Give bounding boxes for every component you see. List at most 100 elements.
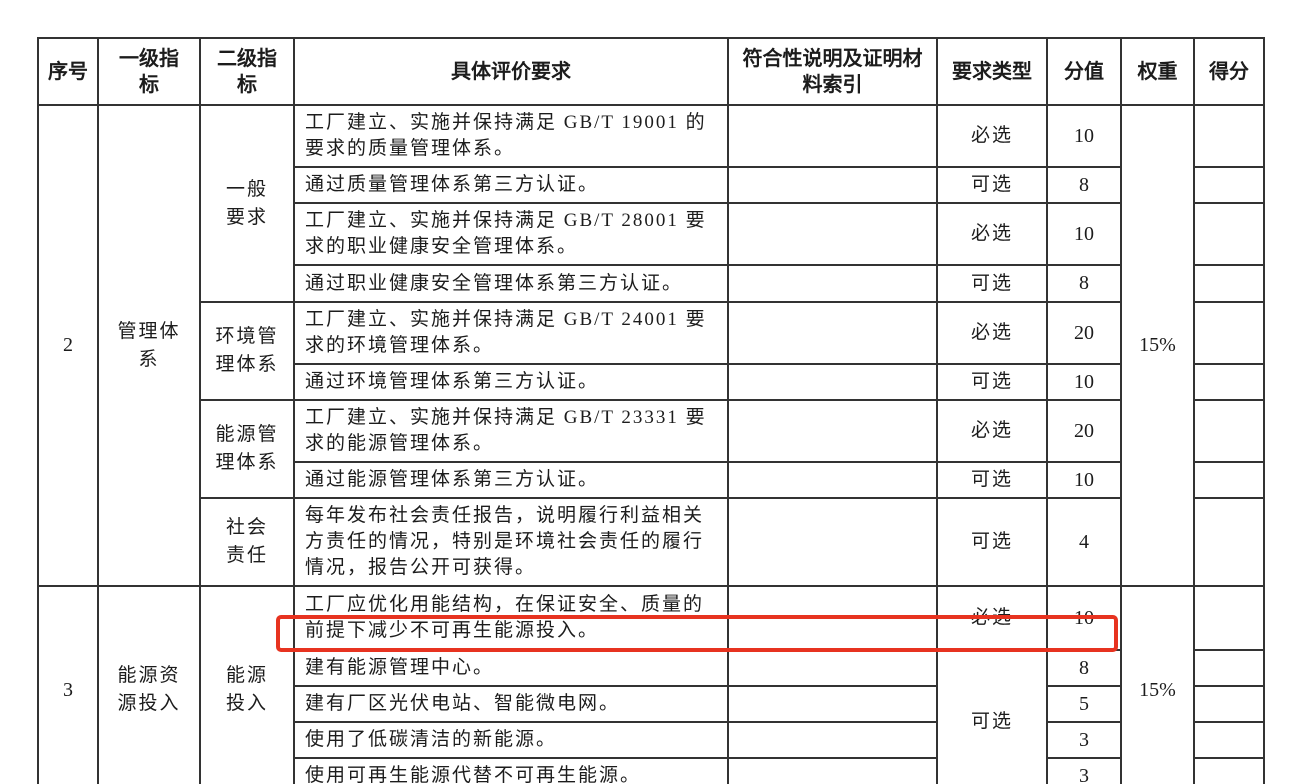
requirement-type-cell: 必选 — [936, 585, 1048, 651]
compliance-evidence-cell — [727, 585, 938, 651]
requirement-cell: 每年发布社会责任报告，说明履行利益相关方责任的情况，特别是环境社会责任的履行情况… — [293, 497, 729, 587]
column-header-type: 要求类型 — [936, 37, 1048, 106]
score-value-cell: 4 — [1046, 497, 1122, 587]
requirement-cell: 使用可再生能源代替不可再生能源。 — [293, 757, 729, 784]
compliance-evidence-cell — [727, 461, 938, 499]
score-obtained-cell — [1193, 461, 1265, 499]
level2-label: 能源投入 — [225, 665, 268, 714]
compliance-evidence-cell — [727, 721, 938, 759]
requirement-type-cell: 必选 — [936, 202, 1048, 266]
column-header-compliance: 符合性说明及证明材料索引 — [727, 37, 938, 106]
compliance-evidence-cell — [727, 363, 938, 401]
table-row: 使用了低碳清洁的新能源。 3 — [38, 721, 1265, 759]
score-value-cell: 20 — [1046, 301, 1122, 365]
level2-indicator-cell: 社会责任 — [199, 497, 295, 587]
level2-label: 能源管理体系 — [215, 424, 279, 473]
requirement-cell: 通过质量管理体系第三方认证。 — [293, 166, 729, 204]
score-value-cell: 20 — [1046, 399, 1122, 463]
score-obtained-cell — [1193, 363, 1265, 401]
score-value-cell: 10 — [1046, 585, 1122, 651]
score-value-cell: 3 — [1046, 721, 1122, 759]
score-value-cell: 8 — [1046, 649, 1122, 687]
table-row: 工厂建立、实施并保持满足 GB/T 28001 要求的职业健康安全管理体系。 必… — [38, 202, 1265, 266]
requirement-cell: 工厂应优化用能结构，在保证安全、质量的前提下减少不可再生能源投入。 — [293, 585, 729, 651]
score-obtained-cell — [1193, 685, 1265, 723]
header-label: 具体评价要求 — [451, 60, 571, 83]
header-label: 符合性说明及证明材料索引 — [742, 47, 923, 96]
table-row: 2 管理体系 一般要求 工厂建立、实施并保持满足 GB/T 19001 的要求的… — [37, 104, 1265, 587]
weight-cell: 15% — [1120, 585, 1195, 784]
score-value-cell: 5 — [1046, 685, 1122, 723]
table-row: 使用可再生能源代替不可再生能源。 3 — [38, 757, 1265, 784]
column-header-weight: 权重 — [1120, 37, 1195, 106]
score-value-cell: 10 — [1046, 363, 1122, 401]
level2-label: 社会责任 — [225, 517, 268, 566]
score-obtained-cell — [1193, 166, 1265, 204]
row-number-cell: 2 — [37, 104, 99, 587]
column-header-level1: 一级指标 — [97, 37, 201, 106]
requirement-cell: 建有能源管理中心。 — [293, 649, 729, 687]
weight-cell: 15% — [1120, 104, 1195, 587]
compliance-evidence-cell — [727, 497, 938, 587]
score-obtained-cell — [1193, 301, 1265, 365]
requirement-type-cell: 可选 — [936, 264, 1048, 303]
compliance-evidence-cell — [727, 264, 938, 303]
requirement-cell: 工厂建立、实施并保持满足 GB/T 28001 要求的职业健康安全管理体系。 — [293, 202, 729, 266]
requirement-type-cell: 必选 — [936, 399, 1048, 463]
compliance-evidence-cell — [727, 202, 938, 266]
header-label: 要求类型 — [952, 60, 1032, 83]
requirement-type-cell: 必选 — [936, 104, 1048, 168]
score-value-cell: 8 — [1046, 264, 1122, 303]
header-label: 分值 — [1064, 60, 1104, 83]
requirement-type-cell: 可选 — [936, 649, 1048, 784]
level2-indicator-cell: 能源管理体系 — [199, 399, 295, 499]
level1-indicator-cell: 能源资源投入 — [97, 585, 201, 784]
table-row: 通过质量管理体系第三方认证。 可选 8 — [38, 166, 1265, 204]
requirement-cell: 工厂建立、实施并保持满足 GB/T 24001 要求的环境管理体系。 — [293, 301, 729, 365]
table-row: 3 能源资源投入 能源投入 工厂应优化用能结构，在保证安全、质量的前提下减少不可… — [37, 585, 1265, 784]
requirement-type-cell: 可选 — [936, 497, 1048, 587]
row-number-cell: 3 — [37, 585, 99, 784]
score-obtained-cell — [1193, 649, 1265, 687]
table-row: 社会责任 每年发布社会责任报告，说明履行利益相关方责任的情况，特别是环境社会责任… — [38, 497, 1265, 587]
requirement-type-cell: 必选 — [936, 301, 1048, 365]
level2-indicator-cell: 一般要求 — [199, 104, 295, 303]
requirement-cell: 使用了低碳清洁的新能源。 — [293, 721, 729, 759]
level2-label: 一般要求 — [225, 178, 268, 228]
score-obtained-cell — [1193, 264, 1265, 303]
score-obtained-cell — [1193, 721, 1265, 759]
score-value-cell: 10 — [1046, 461, 1122, 499]
column-header-score-obtained: 得分 — [1193, 37, 1265, 106]
level1-indicator-cell: 管理体系 — [97, 104, 201, 587]
table-row: 环境管理体系 工厂建立、实施并保持满足 GB/T 24001 要求的环境管理体系… — [38, 301, 1265, 401]
column-header-score-value: 分值 — [1046, 37, 1122, 106]
score-obtained-cell — [1193, 104, 1265, 168]
requirement-cell: 通过能源管理体系第三方认证。 — [293, 461, 729, 499]
table-row: 建有厂区光伏电站、智能微电网。 5 — [38, 685, 1265, 723]
header-row: 序号 一级指标 二级指标 具体评价要求 符合性说明及证明材料索引 要求类型 分值… — [37, 37, 1265, 106]
compliance-evidence-cell — [727, 301, 938, 365]
evaluation-table: 序号 一级指标 二级指标 具体评价要求 符合性说明及证明材料索引 要求类型 分值… — [37, 37, 1265, 784]
compliance-evidence-cell — [727, 399, 938, 463]
table-row: 通过能源管理体系第三方认证。 可选 10 — [38, 461, 1265, 499]
level2-indicator-cell: 能源投入 — [199, 585, 295, 784]
column-header-number: 序号 — [37, 37, 99, 106]
requirement-cell: 通过环境管理体系第三方认证。 — [293, 363, 729, 401]
requirement-type-cell: 可选 — [936, 461, 1048, 499]
score-value-cell: 10 — [1046, 104, 1122, 168]
score-obtained-cell — [1193, 497, 1265, 587]
level1-label: 能源资源投入 — [117, 665, 181, 714]
compliance-evidence-cell — [727, 104, 938, 168]
header-label: 序号 — [48, 60, 88, 83]
requirement-cell: 工厂建立、实施并保持满足 GB/T 23331 要求的能源管理体系。 — [293, 399, 729, 463]
table-row: 能源管理体系 工厂建立、实施并保持满足 GB/T 23331 要求的能源管理体系… — [38, 399, 1265, 499]
level1-label: 管理体系 — [117, 320, 181, 370]
score-value-cell: 8 — [1046, 166, 1122, 204]
compliance-evidence-cell — [727, 166, 938, 204]
requirement-cell: 建有厂区光伏电站、智能微电网。 — [293, 685, 729, 723]
column-header-level2: 二级指标 — [199, 37, 295, 106]
score-value-cell: 3 — [1046, 757, 1122, 784]
score-obtained-cell — [1193, 202, 1265, 266]
requirement-type-cell: 可选 — [936, 166, 1048, 204]
